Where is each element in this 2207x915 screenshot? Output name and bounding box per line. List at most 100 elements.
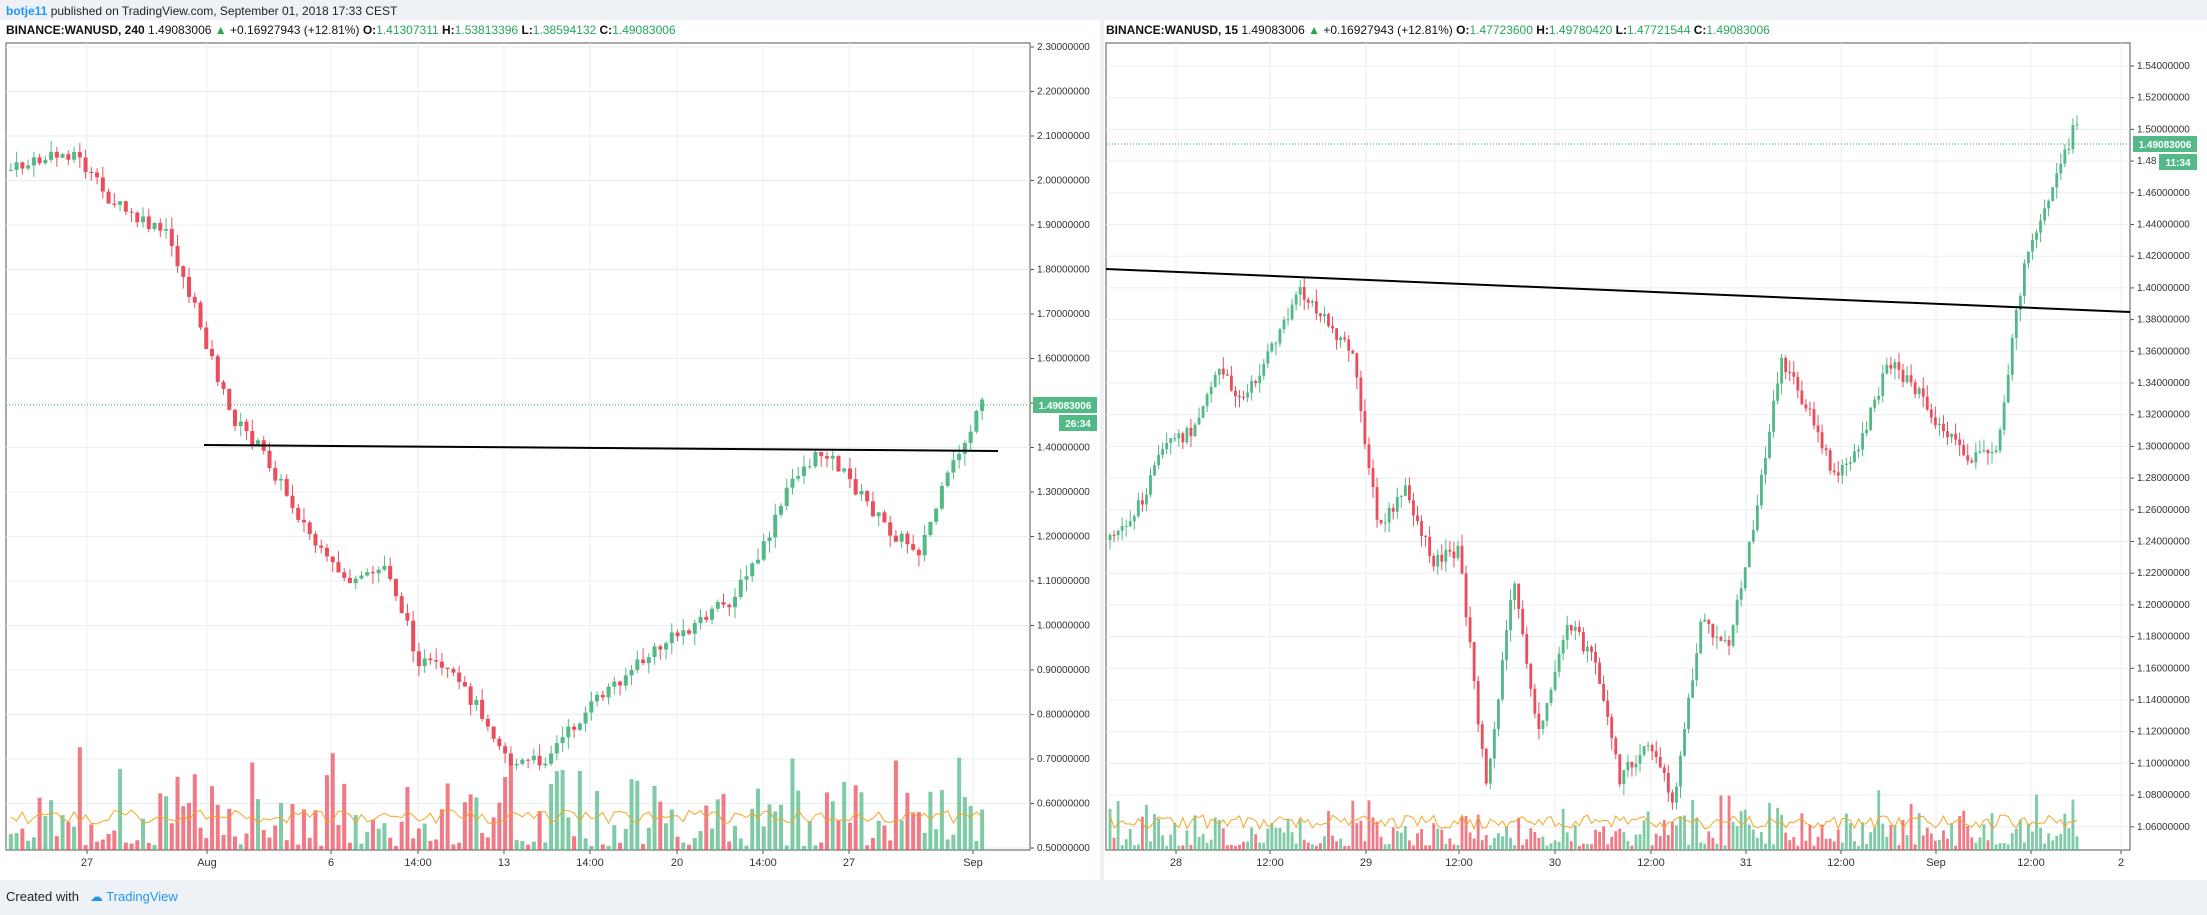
volume-bar xyxy=(1286,818,1290,850)
volume-bar xyxy=(1946,838,1949,850)
candle-body xyxy=(89,172,94,174)
volume-bar xyxy=(146,842,151,850)
volume-bar xyxy=(313,810,318,850)
candle-body xyxy=(49,151,54,160)
candle-body xyxy=(342,572,347,578)
volume-bar xyxy=(497,802,502,850)
close-label: C: xyxy=(599,23,613,37)
volume-bar xyxy=(1768,802,1771,850)
x-tick-label: 12:00 xyxy=(1637,857,1665,869)
volume-bar xyxy=(434,839,439,850)
candle-body xyxy=(635,659,640,670)
candle-body xyxy=(1209,386,1213,395)
volume-bar xyxy=(618,842,623,850)
trendline[interactable] xyxy=(203,444,999,452)
volume-bar xyxy=(1970,837,1974,850)
candle-body xyxy=(675,632,680,637)
volume-bar xyxy=(1472,838,1476,850)
candle-body xyxy=(1962,445,1966,456)
tradingview-link[interactable]: TradingView xyxy=(106,889,178,904)
y-tick-label: 1.50000000 xyxy=(2137,124,2190,135)
candle-body xyxy=(1614,738,1618,755)
volume-bar xyxy=(830,801,835,850)
volume-bar xyxy=(1885,836,1889,850)
x-tick-label: 12:00 xyxy=(1256,857,1284,869)
volume-bar xyxy=(1488,845,1492,850)
candle-body xyxy=(1687,697,1690,730)
chart-panel-left[interactable]: BINANCE:WANUSD, 240 1.49083006 ▲ +0.1692… xyxy=(0,20,1100,880)
candle-body xyxy=(238,421,243,426)
candle-body xyxy=(1266,351,1270,364)
volume-bar xyxy=(1468,832,1472,850)
volume-bar xyxy=(370,819,375,850)
volume-bar xyxy=(1416,833,1419,850)
volume-bar xyxy=(1877,790,1881,850)
candle-body xyxy=(1153,465,1156,476)
candle-body xyxy=(980,399,985,411)
candle-body xyxy=(244,421,249,432)
chart-panel-right[interactable]: BINANCE:WANUSD, 15 1.49083006 ▲ +0.16927… xyxy=(1104,20,2207,880)
candle-body xyxy=(784,487,789,506)
candle-body xyxy=(1824,448,1828,451)
volume-bar xyxy=(198,827,203,850)
candle-body xyxy=(278,478,283,481)
volume-bar xyxy=(376,828,381,850)
candle-body xyxy=(1658,757,1662,768)
volume-bar xyxy=(1367,800,1371,850)
volume-bar xyxy=(77,747,82,850)
volume-bar xyxy=(1828,838,1832,850)
volume-bar xyxy=(928,791,933,850)
symbol-name[interactable]: BINANCE:WANUSD, 240 xyxy=(6,23,145,37)
volume-bar xyxy=(1407,840,1411,850)
candle-body xyxy=(1751,529,1755,542)
author-link[interactable]: botje11 xyxy=(6,4,48,18)
volume-bar xyxy=(336,825,341,850)
volume-bar xyxy=(1221,828,1225,850)
volume-bar xyxy=(767,804,772,850)
candle-body xyxy=(31,157,36,166)
volume-bar xyxy=(1420,828,1423,850)
volume-bar xyxy=(1112,837,1116,850)
candle-body xyxy=(1375,487,1379,520)
candle-body xyxy=(169,228,174,246)
candle-body xyxy=(60,154,65,158)
candle-body xyxy=(945,472,950,486)
candle-body xyxy=(1909,375,1913,383)
symbol-name[interactable]: BINANCE:WANUSD, 15 xyxy=(1106,23,1239,37)
volume-bar xyxy=(1234,845,1237,850)
candle-body xyxy=(135,212,140,223)
volume-bar xyxy=(1929,833,1933,850)
volume-bar xyxy=(1205,842,1209,850)
volume-bar xyxy=(911,812,916,850)
chart-canvas-right[interactable]: 1.54000000 1.52000000 1.50000000 1.48 1.4600… xyxy=(1104,20,2207,880)
volume-bar xyxy=(54,836,59,850)
candle-body xyxy=(255,440,261,446)
candle-body xyxy=(1565,624,1569,641)
volume-bar xyxy=(1646,811,1650,850)
price-tag-left xyxy=(1033,397,1097,413)
volume-bar xyxy=(1844,813,1848,850)
volume-bar xyxy=(641,843,646,850)
volume-bar xyxy=(480,832,485,850)
candle-body xyxy=(664,643,669,650)
volume-bar xyxy=(319,845,324,850)
candle-body xyxy=(1780,357,1784,384)
x-tick-label: 28 xyxy=(1170,857,1182,869)
volume-bar xyxy=(118,768,123,850)
candle-body xyxy=(1234,390,1237,397)
chart-canvas-left[interactable]: 2.30000000 2.20000000 2.10000000 2.00000000… xyxy=(0,20,1100,880)
volume-bar xyxy=(1869,832,1873,850)
candle-body xyxy=(813,451,818,467)
y-tick-label: 0.90000000 xyxy=(1037,665,1090,676)
volume-bar xyxy=(1683,815,1686,850)
volume-bar xyxy=(1189,844,1193,850)
trendline[interactable] xyxy=(1105,268,2131,313)
tradingview-cloud-icon[interactable]: ☁ xyxy=(89,889,103,904)
volume-bar xyxy=(1525,839,1529,850)
volume-bar xyxy=(1246,841,1249,850)
candle-body xyxy=(439,661,444,668)
candle-body xyxy=(2006,374,2010,403)
volume-bar xyxy=(2055,835,2059,850)
volume-bar xyxy=(1610,836,1614,850)
volume-bar xyxy=(1933,840,1937,850)
